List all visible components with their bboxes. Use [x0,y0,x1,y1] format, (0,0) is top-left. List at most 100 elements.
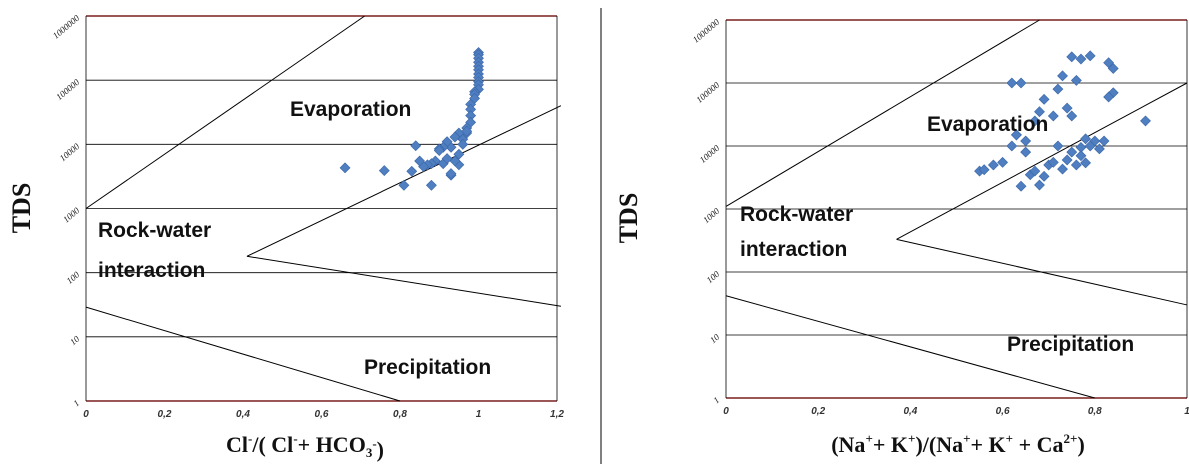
y-tick-label: 100 [65,269,82,286]
y-tick-label: 100 [705,269,722,286]
y-tick-label: 10 [708,332,722,346]
data-point [1052,140,1064,152]
data-point [1047,110,1059,122]
region-label: interaction [98,259,205,282]
x-tick-label: 0,4 [903,406,917,417]
data-point [1020,135,1032,147]
x-axis-label: Cl-/( Cl-+ HCO3-) [226,431,384,462]
x-tick-label: 0,8 [1088,406,1102,417]
data-point [1075,150,1087,162]
data-point [1057,70,1068,82]
data-point [1011,129,1022,141]
data-point [1103,91,1115,103]
x-tick-label: 1 [1184,406,1189,417]
y-tick-label: 1 [71,398,81,409]
boundary-line [725,19,1040,207]
y-tick-label: 100000 [694,80,721,105]
region-label: Rock-water [98,219,211,242]
data-point [457,138,469,150]
data-point [1070,74,1082,86]
data-point [1093,143,1105,155]
data-point [1098,135,1110,147]
data-point [1020,146,1032,158]
y-tick-label: 1 [711,395,721,406]
region-label: Precipitation [364,356,491,379]
y-tick-label: 10000 [58,141,82,163]
x-tick-label: 0,6 [996,406,1010,417]
data-point [1052,83,1064,95]
data-point [1029,115,1041,127]
data-point [997,156,1009,168]
data-point [1006,140,1018,152]
x-tick-label: 1,2 [550,409,564,420]
boundary-line [85,15,365,209]
boundary-line [85,306,401,402]
data-point [1075,53,1087,65]
x-tick-label: 0,2 [811,406,825,417]
x-axis-label: (Na++ K+)/(Na++ K+ + Ca2+) [831,431,1085,457]
data-point [1107,63,1119,74]
x-tick-label: 0 [83,409,89,420]
data-point [987,159,999,171]
y-tick-label: 1000 [61,205,82,225]
data-point [1015,77,1027,89]
boundary-line [725,295,1095,399]
data-point [1080,133,1092,145]
data-point [398,179,410,191]
data-point [1034,106,1045,118]
data-point [1066,110,1078,122]
data-point [425,179,437,191]
region-label: Rock-water [740,203,853,226]
x-tick-label: 0,8 [393,409,407,420]
data-point [1061,102,1073,114]
boundary-line [246,255,562,307]
data-point [445,168,457,180]
data-point [410,140,422,152]
data-point [461,125,473,137]
y-tick-label: 1000000 [51,13,82,41]
x-tick-label: 0 [723,406,729,417]
data-point [1070,159,1082,171]
data-point [1080,157,1092,169]
region-label: Precipitation [1007,333,1134,356]
boundary-line [896,238,1188,306]
chart-panel-right: 1 10 100 1000 10000 100000 1000000 0 0,2 0,4 0,6 0,… [614,17,1189,457]
data-point [414,155,426,167]
data-point [453,148,465,160]
data-point [1057,163,1068,175]
data-point [1038,170,1050,182]
y-tick-label: 1000 [701,206,722,226]
data-point [1066,146,1078,158]
region-label: interaction [740,238,847,261]
x-tick-label: 0,4 [236,409,250,420]
y-tick-label: 10 [68,333,82,347]
region-label: Evaporation [290,98,411,121]
data-point [1006,77,1018,89]
x-tick-label: 0,6 [315,409,329,420]
y-tick-label: 100000 [54,77,81,102]
region-label: Evaporation [927,113,1048,136]
data-point [1084,50,1096,62]
y-tick-label: 1000000 [691,17,722,45]
data-point [433,145,445,156]
data-point [378,165,390,176]
data-point [1140,115,1151,127]
data-point [1084,140,1096,152]
chart-panel-left: 1 10 100 1000 10000 100000 1000000 0 0,2 0,4 0,6 0,… [7,13,564,462]
x-tick-label: 0,2 [158,409,172,420]
data-point [1066,51,1078,63]
data-point [1047,156,1059,168]
data-point [339,162,351,174]
y-tick-label: 10000 [698,143,722,165]
data-point [1034,179,1045,191]
boundary-line [896,82,1188,240]
y-axis-label: TDS [7,183,36,234]
data-point [1061,154,1073,166]
data-point [1029,165,1041,177]
x-tick-label: 1 [476,409,482,420]
data-point [406,165,418,177]
data-point [1038,93,1050,105]
y-axis-label: TDS [614,193,643,244]
data-point [441,153,453,164]
